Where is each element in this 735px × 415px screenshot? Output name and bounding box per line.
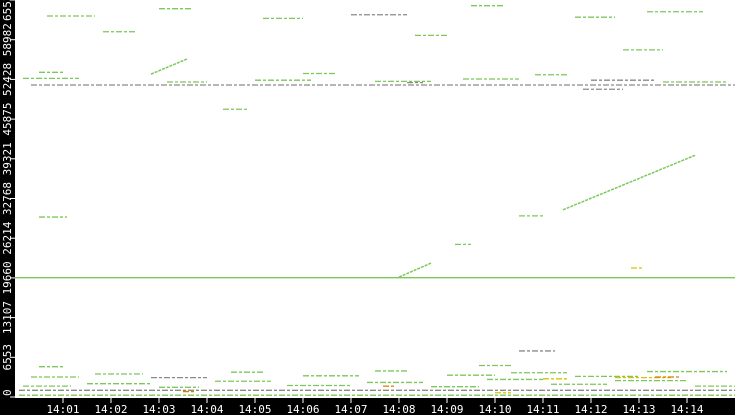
y-tick-label: 13107 (1, 301, 14, 334)
y-tick-label: 58982 (1, 23, 14, 56)
x-tick-label: 14:09 (430, 403, 463, 415)
y-tick-label: 26214 (1, 221, 14, 254)
x-tick-label: 14:07 (334, 403, 367, 415)
x-tick-label: 14:10 (478, 403, 511, 415)
y-tick-label: 65536 (1, 0, 14, 21)
x-tick-label: 14:04 (190, 403, 223, 415)
y-tick-label: 19660 (1, 261, 14, 294)
x-tick-label: 14:11 (526, 403, 559, 415)
y-tick-label: 0 (1, 389, 14, 396)
x-tick-label: 14:14 (670, 403, 703, 415)
x-tick-label: 14:03 (142, 403, 175, 415)
x-tick-label: 14:01 (46, 403, 79, 415)
y-tick-label: 52428 (1, 63, 14, 96)
port-scan-segment (398, 262, 432, 278)
x-tick-label: 14:13 (622, 403, 655, 415)
y-tick-label: 32768 (1, 182, 14, 215)
x-tick-label: 14:05 (238, 403, 271, 415)
port-scan-segment (150, 58, 188, 75)
y-tick-label: 39321 (1, 142, 14, 175)
plot-area (15, 0, 735, 398)
x-tick-label: 14:08 (382, 403, 415, 415)
x-tick-label: 14:12 (574, 403, 607, 415)
x-tick-label: 14:06 (286, 403, 319, 415)
y-tick-label: 6553 (1, 344, 14, 371)
y-tick-label: 45875 (1, 103, 14, 136)
x-tick-label: 14:02 (94, 403, 127, 415)
